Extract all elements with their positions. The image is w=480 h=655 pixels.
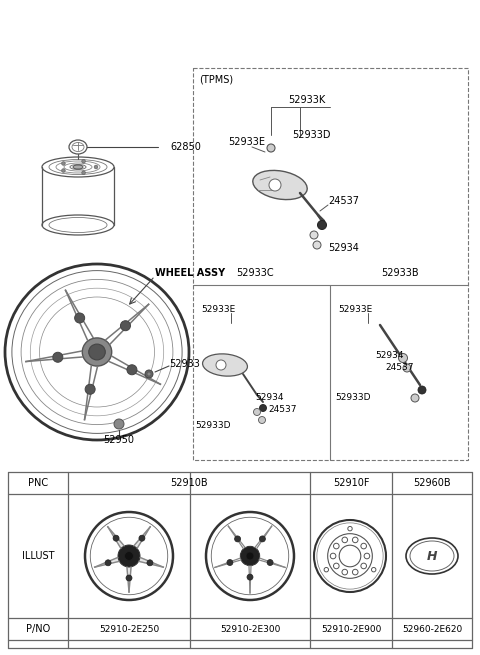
Text: 52933C: 52933C (236, 268, 274, 278)
Circle shape (411, 394, 419, 402)
Text: 52910-2E900: 52910-2E900 (321, 624, 381, 633)
Text: 52933D: 52933D (292, 130, 331, 140)
Text: 52933B: 52933B (381, 268, 419, 278)
Circle shape (126, 575, 132, 581)
Polygon shape (134, 527, 150, 548)
Text: 24537: 24537 (385, 364, 413, 373)
Circle shape (247, 574, 253, 580)
Circle shape (118, 545, 140, 567)
Text: ILLUST: ILLUST (22, 551, 54, 561)
Circle shape (364, 553, 370, 559)
Circle shape (259, 536, 265, 542)
Circle shape (403, 364, 411, 372)
Circle shape (361, 563, 367, 569)
Circle shape (120, 321, 131, 331)
Text: 52910B: 52910B (170, 478, 208, 488)
Circle shape (147, 372, 151, 376)
Circle shape (113, 535, 119, 541)
Circle shape (127, 365, 137, 375)
Text: P/NO: P/NO (26, 624, 50, 634)
Circle shape (53, 352, 63, 362)
Circle shape (334, 563, 339, 569)
Circle shape (82, 160, 85, 163)
Text: 52933D: 52933D (195, 421, 231, 430)
Ellipse shape (73, 165, 83, 169)
Text: 52910-2E250: 52910-2E250 (99, 624, 159, 633)
Text: 52933K: 52933K (288, 95, 325, 105)
Circle shape (269, 179, 281, 191)
Circle shape (342, 569, 348, 575)
Circle shape (352, 569, 358, 575)
Circle shape (114, 419, 124, 429)
Circle shape (253, 409, 261, 415)
Circle shape (310, 231, 318, 239)
Circle shape (267, 144, 275, 152)
Text: 52934: 52934 (255, 394, 284, 403)
Circle shape (418, 386, 426, 394)
Text: 52910-2E300: 52910-2E300 (220, 624, 280, 633)
Text: 52934: 52934 (375, 350, 404, 360)
Text: 52933E: 52933E (201, 305, 235, 314)
Ellipse shape (253, 170, 307, 200)
Text: 62850: 62850 (170, 142, 201, 152)
Text: 52910F: 52910F (333, 478, 369, 488)
Circle shape (139, 535, 145, 541)
Circle shape (313, 241, 321, 249)
Ellipse shape (82, 338, 112, 366)
Circle shape (227, 559, 233, 565)
Circle shape (361, 543, 367, 549)
Circle shape (317, 221, 326, 229)
Text: 52933D: 52933D (335, 394, 371, 403)
Circle shape (61, 162, 65, 165)
Ellipse shape (203, 354, 247, 376)
Polygon shape (95, 557, 119, 567)
Circle shape (240, 546, 260, 566)
Circle shape (147, 560, 153, 566)
Circle shape (330, 553, 336, 559)
Ellipse shape (89, 344, 105, 360)
Text: 52950: 52950 (104, 435, 134, 445)
Text: 52960-2E620: 52960-2E620 (402, 624, 462, 633)
Circle shape (342, 537, 348, 543)
Text: (TPMS): (TPMS) (199, 75, 233, 85)
Text: H: H (427, 550, 437, 563)
Circle shape (334, 543, 339, 549)
Text: PNC: PNC (28, 478, 48, 488)
Circle shape (259, 417, 265, 424)
Circle shape (352, 537, 358, 543)
Circle shape (105, 560, 111, 566)
Text: 24537: 24537 (328, 196, 359, 206)
Circle shape (145, 370, 153, 378)
Circle shape (61, 169, 65, 172)
Text: WHEEL ASSY: WHEEL ASSY (155, 268, 225, 278)
Polygon shape (127, 567, 131, 592)
Text: 52960B: 52960B (413, 478, 451, 488)
Circle shape (85, 384, 95, 394)
Circle shape (125, 552, 133, 561)
Circle shape (82, 171, 85, 174)
Circle shape (216, 360, 226, 370)
Circle shape (398, 354, 408, 362)
Text: 24537: 24537 (268, 405, 297, 415)
Text: 52933E: 52933E (228, 137, 265, 147)
Polygon shape (139, 557, 163, 567)
Circle shape (246, 552, 254, 560)
Text: 52933: 52933 (169, 359, 200, 369)
Circle shape (75, 313, 84, 323)
Text: 52934: 52934 (328, 243, 359, 253)
Polygon shape (108, 527, 124, 548)
Text: 52933E: 52933E (338, 305, 372, 314)
Circle shape (348, 527, 352, 531)
Circle shape (372, 567, 376, 572)
Circle shape (235, 536, 240, 542)
Circle shape (260, 405, 266, 411)
Circle shape (324, 567, 328, 572)
Circle shape (94, 165, 98, 169)
Circle shape (267, 559, 273, 565)
